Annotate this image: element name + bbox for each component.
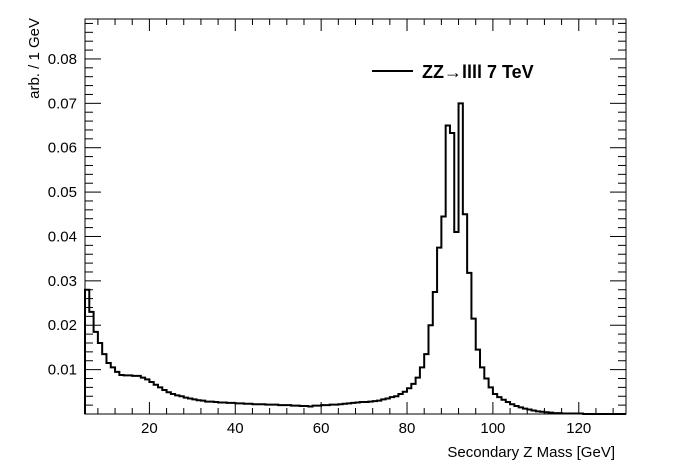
x-tick-label: 100: [480, 420, 505, 437]
y-tick-label: 0.07: [48, 95, 77, 112]
y-tick-label: 0.08: [48, 51, 77, 68]
x-tick-labels: 20 40 60 80 100 120: [141, 420, 591, 437]
y-tick-label: 0.04: [48, 228, 77, 245]
x-axis-title: Secondary Z Mass [GeV]: [447, 444, 615, 461]
y-axis-title: arb. / 1 GeV: [26, 18, 43, 99]
x-tick-label: 80: [399, 420, 416, 437]
legend-entry-label: ZZ→llll 7 TeV: [422, 62, 534, 82]
axis-ticks: [85, 19, 626, 414]
y-tick-label: 0.02: [48, 317, 77, 334]
y-tick-label: 0.03: [48, 273, 77, 290]
x-tick-label: 60: [313, 420, 330, 437]
y-tick-labels: 0.01 0.02 0.03 0.04 0.05 0.06 0.07 0.08: [48, 51, 77, 379]
x-tick-label: 40: [227, 420, 244, 437]
x-tick-label: 120: [566, 420, 591, 437]
y-tick-label: 0.01: [48, 362, 77, 379]
y-tick-label: 0.06: [48, 140, 77, 157]
plot-frame: [84, 18, 627, 415]
x-tick-label: 20: [141, 420, 158, 437]
legend: ZZ→llll 7 TeV: [372, 62, 534, 82]
y-tick-label: 0.05: [48, 184, 77, 201]
series-line: [84, 102, 626, 415]
